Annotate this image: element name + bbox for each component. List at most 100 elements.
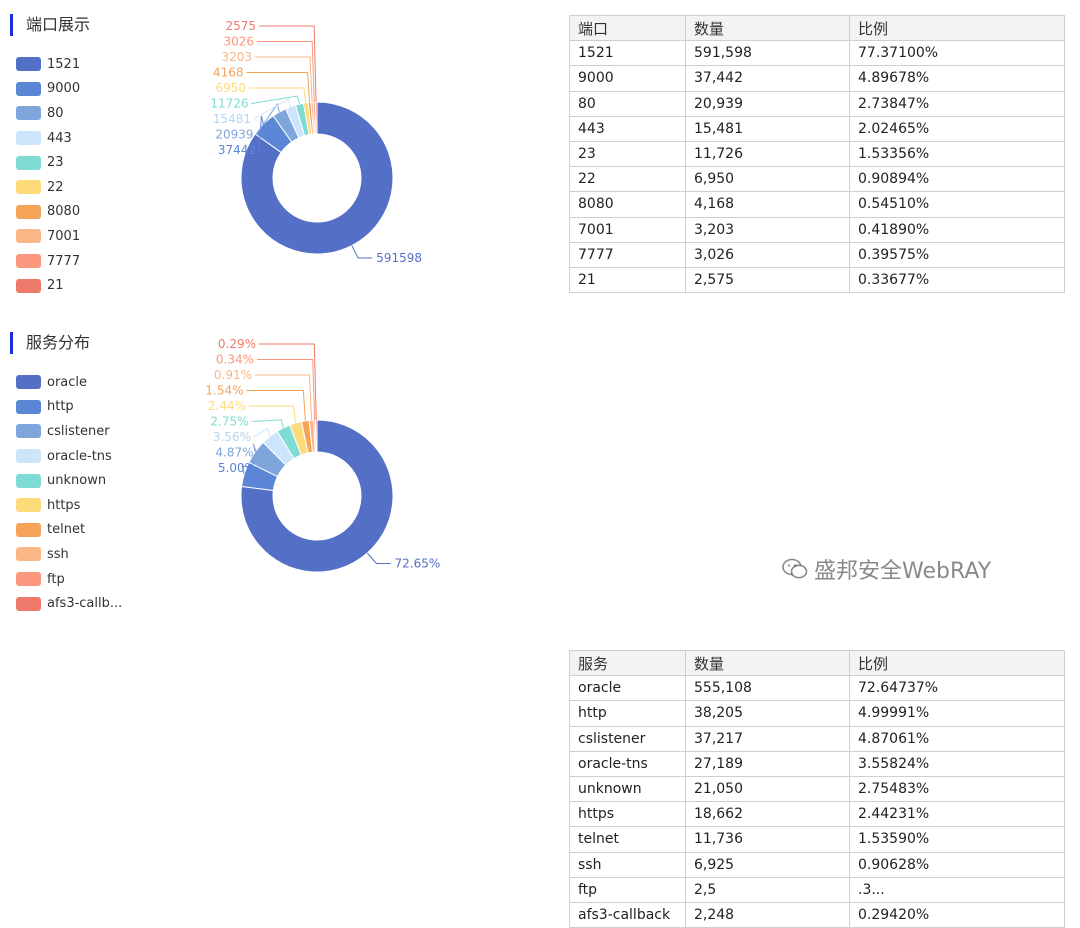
legend-item[interactable]: http: [16, 395, 136, 420]
table-cell: 2.75483%: [849, 775, 1065, 803]
legend-item[interactable]: 80: [16, 101, 136, 126]
label-leader-line: [251, 419, 284, 428]
legend-label: 23: [47, 155, 64, 171]
table-cell: 2.73847%: [849, 90, 1065, 117]
donut-slice[interactable]: [240, 419, 394, 573]
table-cell: 20,939: [685, 90, 850, 117]
table-header-row: 服务 数量 比例: [569, 649, 1065, 677]
table-row: http 38,205 4.99991%: [569, 700, 1065, 727]
table-row: cslistener 37,217 4.87061%: [569, 725, 1065, 752]
legend-item[interactable]: 7001: [16, 224, 136, 249]
legend-swatch: [16, 498, 41, 513]
table-cell: ftp: [569, 876, 686, 903]
legend-item[interactable]: 21: [16, 273, 136, 298]
legend-item[interactable]: unknown: [16, 468, 136, 493]
legend-swatch: [16, 424, 41, 439]
table-row: oracle 555,108 72.64737%: [569, 675, 1065, 702]
table-cell: 7001: [569, 216, 686, 243]
slice-label: 0.91%: [214, 368, 252, 382]
table-cell: 1.53590%: [849, 826, 1065, 853]
label-leader-line: [351, 245, 373, 259]
table-row: ftp 2,5.3...: [569, 876, 1065, 903]
legend-label: cslistener: [47, 423, 110, 439]
legend-item[interactable]: 7777: [16, 249, 136, 274]
table-cell: 4.99991%: [849, 700, 1065, 727]
legend-item[interactable]: https: [16, 493, 136, 518]
legend-label: unknown: [47, 473, 107, 489]
legend-item[interactable]: 9000: [16, 77, 136, 102]
legend-label: afs3-callb...: [47, 596, 123, 612]
legend-item[interactable]: 22: [16, 175, 136, 200]
legend-swatch: [16, 522, 41, 537]
legend-item[interactable]: telnet: [16, 518, 136, 543]
table-row: https 18,662 2.44231%: [569, 801, 1065, 828]
table-cell: 80: [569, 90, 686, 117]
slice-label: 2.75%: [210, 415, 248, 429]
table-cell: 2,575: [685, 266, 850, 294]
table-cell: 6,950: [685, 166, 850, 193]
slice-label: 72.65%: [395, 557, 441, 571]
table-row: 7001 3,203 0.41890%: [569, 216, 1065, 243]
table-header-cell: 数量: [685, 649, 850, 677]
legend-item[interactable]: oracle-tns: [16, 444, 136, 469]
legend-item[interactable]: 443: [16, 126, 136, 151]
service-donut-chart: 72.65% 5.00%4.87% 3.56%2.75% 2.44%1.54% 0.91…: [205, 337, 441, 573]
table-cell: 591,598: [685, 40, 850, 67]
table-cell: 37,442: [685, 65, 850, 92]
table-cell: unknown: [569, 775, 686, 803]
legend-swatch: [16, 57, 41, 72]
label-leader-line: [257, 41, 315, 103]
legend-label: ssh: [47, 546, 69, 562]
legend-item[interactable]: cslistener: [16, 419, 136, 444]
legend-swatch: [16, 399, 41, 414]
legend-swatch: [16, 106, 41, 121]
legend-swatch: [16, 473, 41, 488]
slice-label: 2.44%: [208, 399, 246, 413]
table-cell: 4.87061%: [849, 725, 1065, 752]
slice-label: 11726: [210, 97, 248, 111]
table-row: unknown 21,050 2.75483%: [569, 775, 1065, 803]
table-cell: https: [569, 801, 686, 828]
legend-label: 443: [47, 130, 72, 146]
donut-slice[interactable]: [314, 101, 318, 135]
legend-swatch: [16, 81, 41, 96]
slice-label: 4168: [213, 66, 244, 80]
label-leader-line: [256, 102, 280, 135]
legend-swatch: [16, 204, 41, 219]
donut-slice[interactable]: [315, 419, 318, 453]
slice-label: 3026: [223, 35, 254, 49]
legend-swatch: [16, 278, 41, 293]
legend-item[interactable]: oracle: [16, 370, 136, 395]
table-row: oracle-tns 27,189 3.55824%: [569, 750, 1065, 777]
legend-label: 7001: [47, 228, 81, 244]
table-cell: .3...: [849, 876, 1065, 903]
table-cell: 0.90628%: [849, 851, 1065, 878]
table-header-cell: 数量: [685, 14, 850, 42]
table-cell: 0.41890%: [849, 216, 1065, 243]
legend-item[interactable]: 8080: [16, 200, 136, 225]
legend-swatch: [16, 547, 41, 562]
label-leader-line: [255, 374, 313, 421]
slice-label: 37442: [218, 143, 256, 157]
table-row: ssh 6,925 0.90628%: [569, 851, 1065, 878]
legend-item[interactable]: ssh: [16, 542, 136, 567]
donut-slice[interactable]: [240, 101, 394, 255]
legend-item[interactable]: afs3-callb...: [16, 591, 136, 616]
legend-label: 80: [47, 105, 64, 121]
legend-item[interactable]: 1521: [16, 52, 136, 77]
table-cell: 38,205: [685, 700, 850, 727]
legend-item[interactable]: 23: [16, 150, 136, 175]
table-cell: 37,217: [685, 725, 850, 752]
table-cell: 2,5: [685, 876, 850, 903]
table-cell: oracle: [569, 675, 686, 702]
label-leader-line: [246, 72, 311, 103]
label-leader-line: [249, 405, 297, 424]
table-cell: 0.90894%: [849, 166, 1065, 193]
legend-item[interactable]: ftp: [16, 567, 136, 592]
label-leader-line: [253, 427, 271, 438]
service-legend: oracle http cslistener oracle-tns unknown htt…: [16, 370, 136, 616]
slice-label: 5.00%: [218, 461, 256, 475]
legend-label: 1521: [47, 56, 81, 72]
table-cell: 77.37100%: [849, 40, 1065, 67]
legend-label: http: [47, 399, 74, 415]
